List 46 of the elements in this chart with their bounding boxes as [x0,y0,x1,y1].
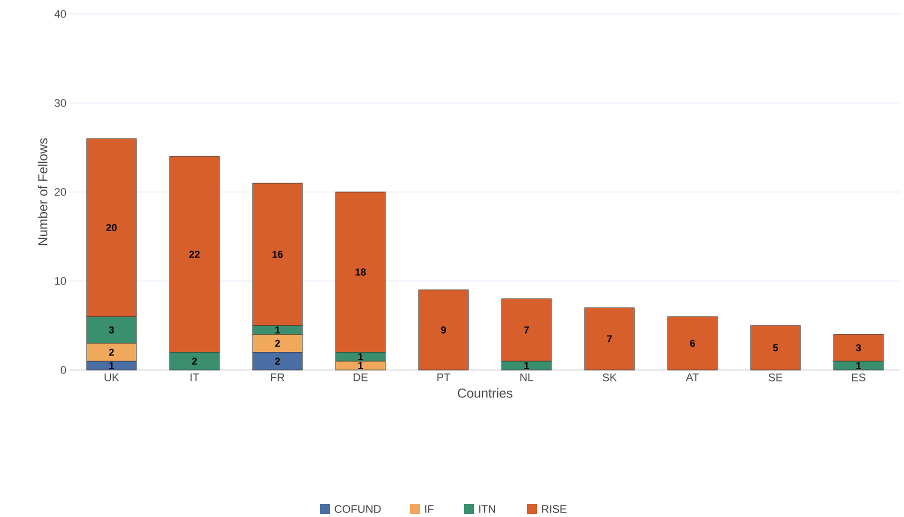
data-label: 22 [189,250,200,258]
data-label: 2 [109,348,114,356]
y-tick-label: 10 [55,277,66,285]
data-label: 3 [108,326,114,334]
data-label: 1 [275,326,280,334]
data-label: 2 [275,340,280,347]
bar [667,316,718,370]
data-label: 7 [524,326,529,334]
legend-label: ITN [479,505,496,513]
data-label: 16 [272,250,283,258]
data-label: 1 [524,362,530,369]
legend-label: IF [425,505,434,513]
data-label: 20 [106,224,117,232]
bar [750,325,801,370]
y-tick-label: 0 [60,366,66,374]
x-tick-label: NL [520,374,534,382]
data-label: 3 [856,344,861,352]
data-label: 1 [856,362,862,369]
data-label: 18 [356,268,366,276]
data-label: 2 [275,358,280,365]
x-tick-label: SE [768,374,782,382]
bar [418,290,469,370]
data-label: 1 [109,362,114,369]
data-label: 1 [358,362,364,369]
data-label: 1 [358,353,364,360]
data-label: 6 [690,340,695,347]
bar [584,307,635,370]
x-tick-label: FR [271,374,284,382]
x-tick-label: ES [852,374,866,382]
x-tick-label: PT [437,374,450,382]
y-tick-label: 20 [54,188,66,196]
x-tick-label: AT [686,374,699,382]
x-axis-title: Countries [458,388,512,398]
y-tick-label: 40 [54,10,66,18]
data-label: 7 [607,335,612,342]
data-label: 9 [441,326,446,334]
legend-label: COFUND [334,505,381,513]
data-label: 5 [773,344,778,352]
x-tick-label: UK [104,374,120,382]
x-tick-label: SK [602,374,617,382]
legend-label: RISE [542,505,566,513]
y-axis-title: Number of Fellows [38,138,48,246]
y-tick-label: 30 [54,99,66,107]
x-tick-label: IT [190,374,200,382]
x-tick-label: DE [354,374,368,382]
data-label: 2 [192,358,197,365]
